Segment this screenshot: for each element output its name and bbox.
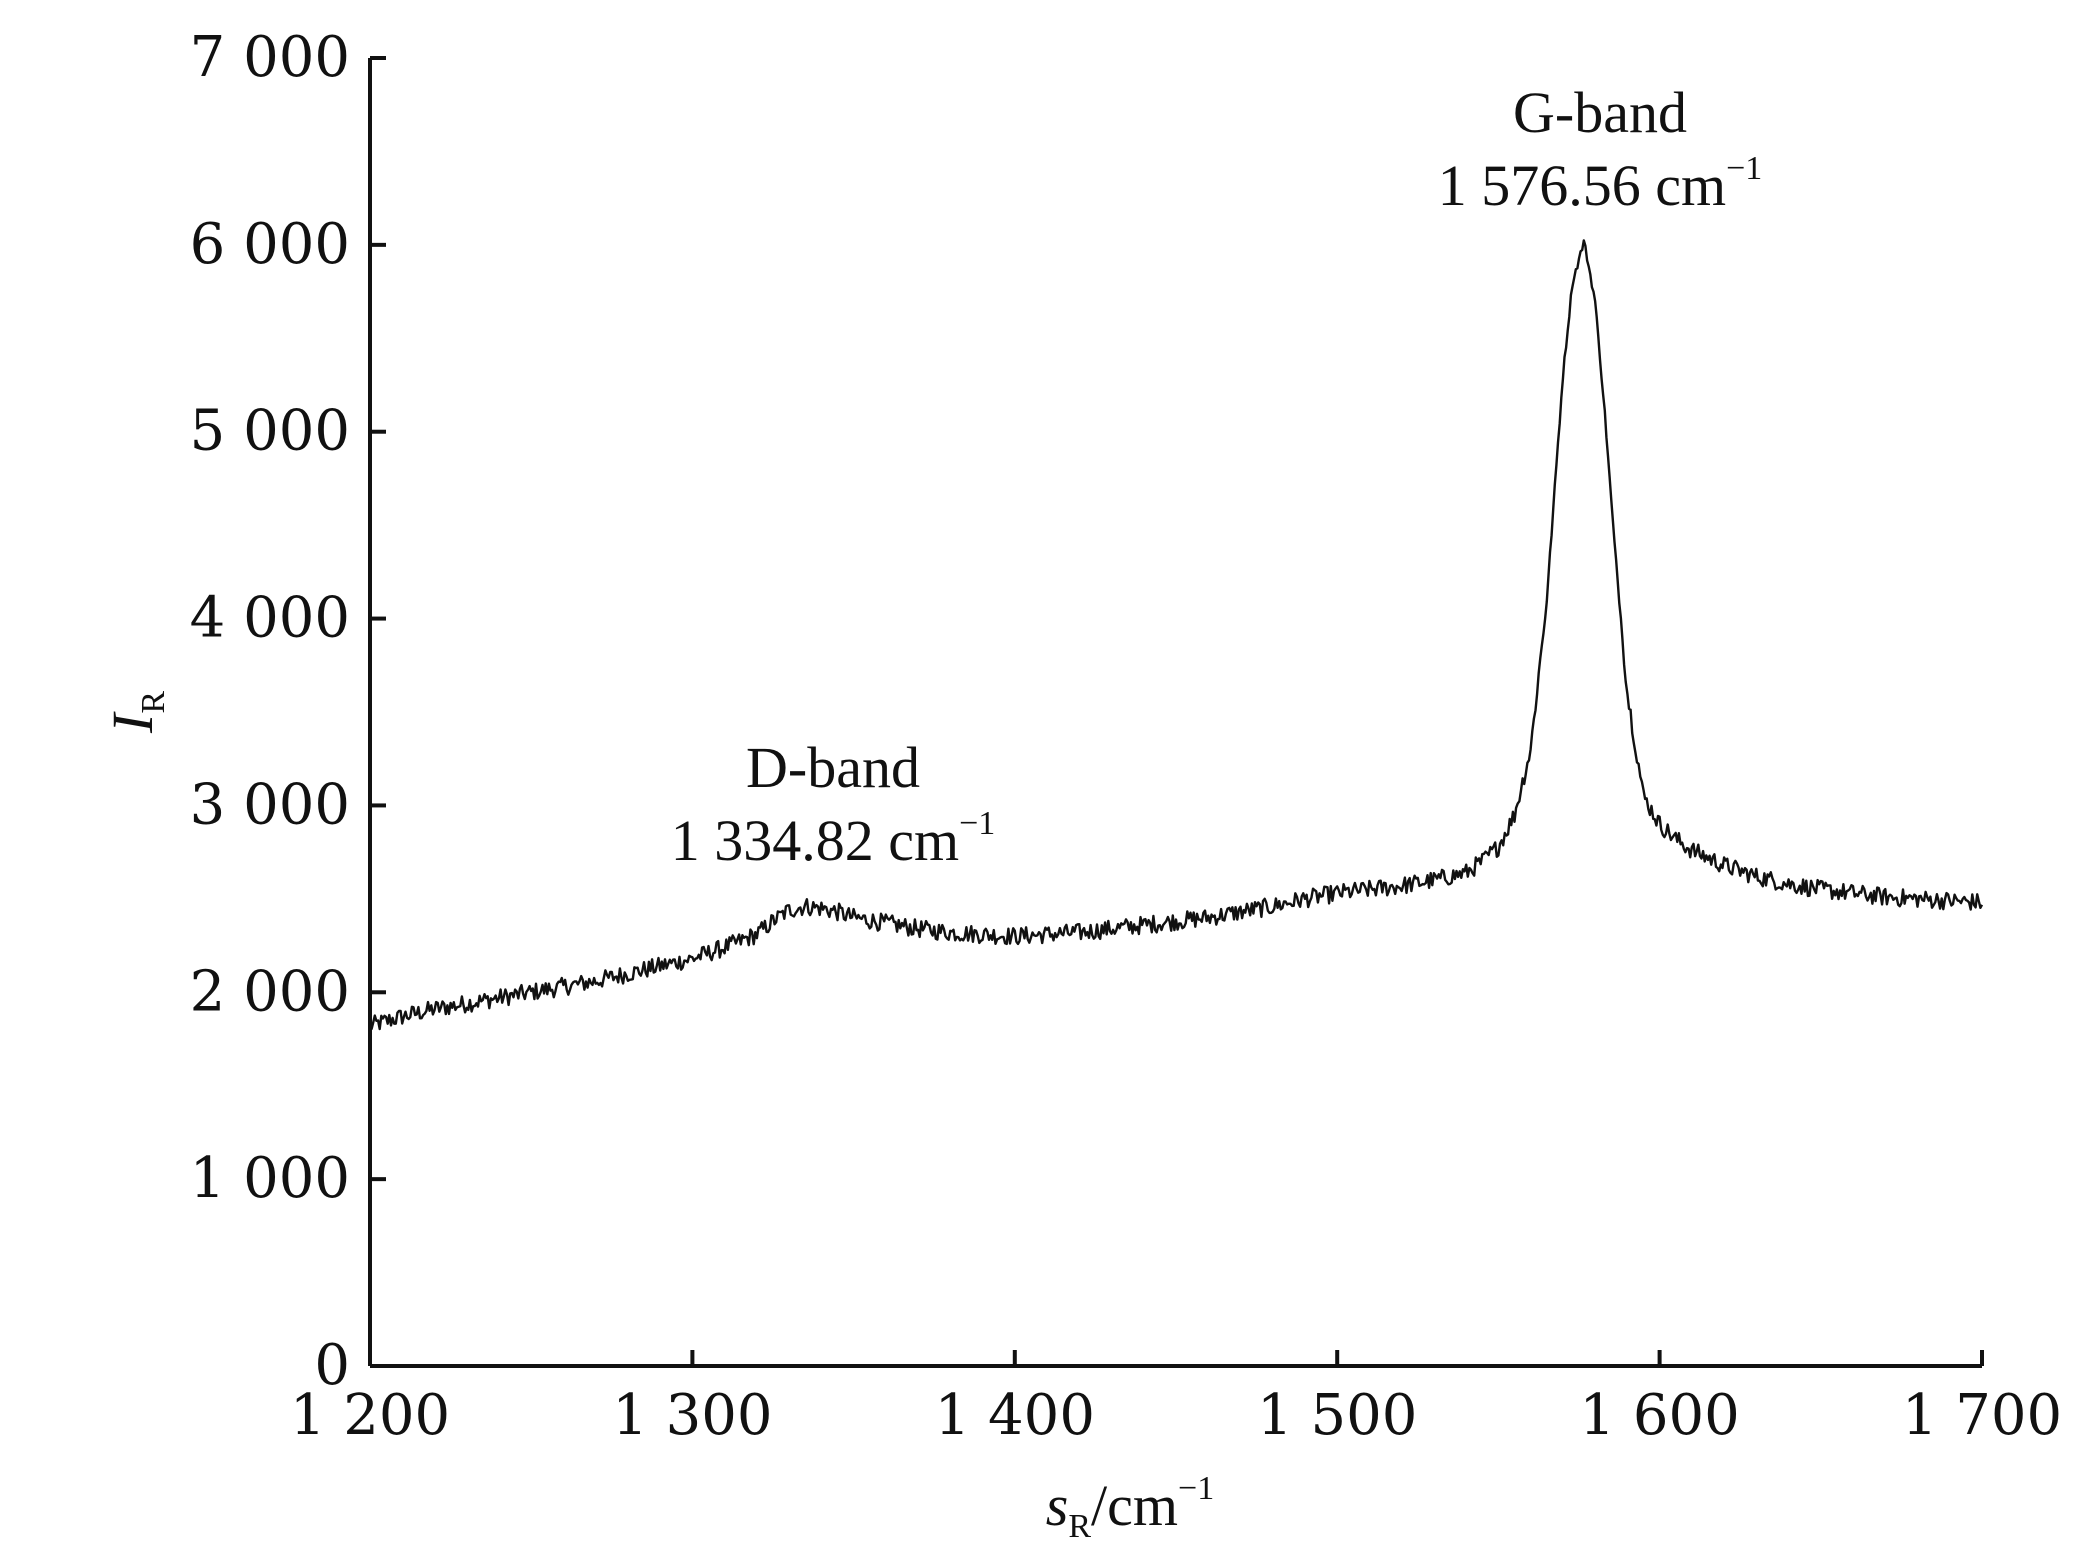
spectrum-line: [368, 239, 1984, 1031]
axes: [368, 58, 1982, 1368]
x-tick-label: 1 200: [290, 1383, 450, 1448]
x-axis-title-superscript: −1: [1178, 1470, 1214, 1507]
peak-value-number: 1 334.82 cm: [671, 808, 959, 873]
y-axis-title-symbol: I: [100, 711, 165, 734]
peak-value-superscript: −1: [959, 805, 995, 842]
x-tick-label: 1 500: [1257, 1383, 1417, 1448]
y-tick-label: 7 000: [190, 25, 350, 90]
peak-value-superscript: −1: [1726, 150, 1762, 187]
x-tick-label: 1 400: [935, 1383, 1095, 1448]
y-tick-label: 5 000: [190, 399, 350, 464]
peak-label: G-band: [1513, 80, 1687, 145]
x-axis-title-symbol: s: [1046, 1473, 1069, 1538]
x-axis-title-unit: /cm: [1091, 1473, 1178, 1538]
x-ticks: 1 200 1 300 1 400 1 500 1 600 1 700: [290, 1350, 2062, 1448]
y-axis-title-subscript: R: [135, 691, 172, 714]
y-tick-label: 3 000: [190, 772, 350, 837]
y-tick-label: 2 000: [190, 959, 350, 1024]
y-ticks: 0 1 000 2 000 3 000 4 000 5 000 6 000 7 000: [190, 25, 386, 1398]
x-tick-label: 1 700: [1902, 1383, 2062, 1448]
peak-value: 1 576.56 cm−1: [1438, 150, 1763, 218]
x-axis-title-subscript: R: [1068, 1508, 1091, 1545]
y-tick-label: 6 000: [190, 212, 350, 277]
peak-value: 1 334.82 cm−1: [671, 805, 996, 873]
peak-value-number: 1 576.56 cm: [1438, 153, 1726, 218]
y-axis-title: IR: [100, 691, 172, 734]
x-tick-label: 1 600: [1579, 1383, 1739, 1448]
y-tick-label: 1 000: [190, 1146, 350, 1211]
y-tick-label: 0: [314, 1333, 350, 1398]
peak-label: D-band: [746, 735, 920, 800]
y-tick-label: 4 000: [190, 586, 350, 651]
x-tick-label: 1 300: [612, 1383, 772, 1448]
plot-area: [368, 239, 1984, 1031]
x-axis-title: sR/cm−1: [1046, 1470, 1214, 1545]
